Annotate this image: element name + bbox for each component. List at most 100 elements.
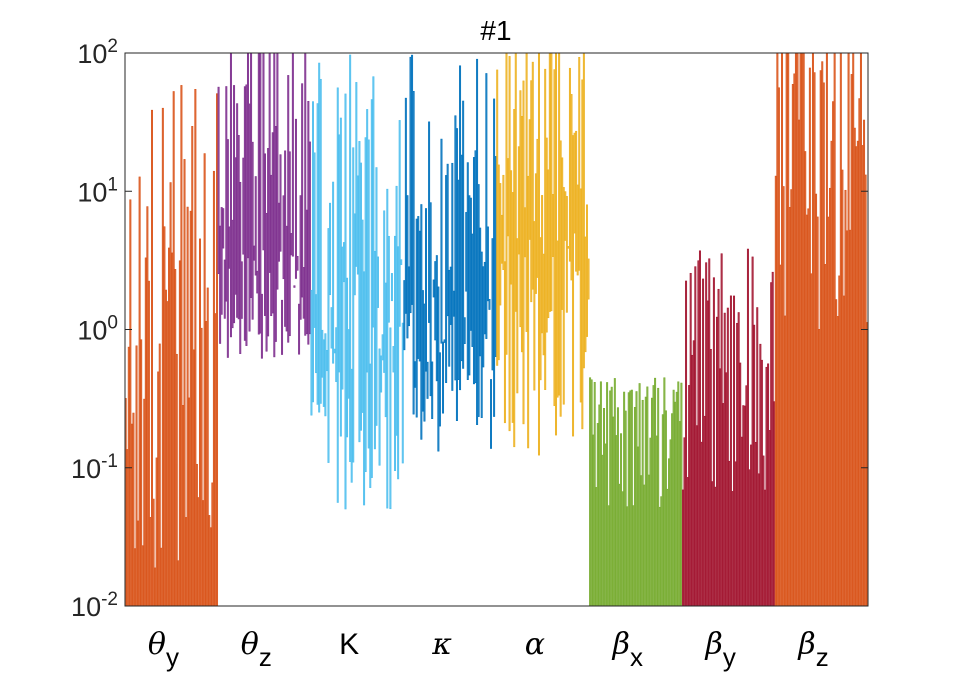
bar: [609, 390, 612, 607]
bar: [559, 140, 562, 417]
bar: [414, 361, 417, 388]
bar: [242, 157, 245, 255]
bar: [352, 147, 355, 463]
bar: [344, 93, 347, 510]
bar: [251, 141, 254, 320]
bar: [641, 399, 644, 607]
bar: [304, 52, 307, 336]
bar: [347, 329, 350, 399]
bar: [454, 115, 457, 381]
bar: [133, 548, 136, 607]
bar: [449, 266, 452, 325]
bar: [850, 74, 853, 607]
bar: [832, 101, 835, 607]
bar: [663, 377, 666, 607]
bar: [668, 458, 671, 607]
bar: [708, 258, 711, 607]
bar: [183, 159, 186, 607]
x-category-symbol: β: [797, 627, 815, 662]
y-tick-exponent: -1: [101, 451, 118, 472]
bar: [457, 179, 460, 381]
bar: [838, 275, 841, 607]
bar: [754, 441, 757, 607]
bar: [685, 280, 688, 607]
bar: [697, 260, 700, 607]
bar: [311, 101, 314, 403]
bar: [274, 126, 277, 342]
bar: [692, 340, 695, 607]
bar: [746, 248, 749, 607]
bar: [342, 242, 345, 283]
bar: [318, 62, 321, 413]
bar: [773, 401, 776, 607]
bar: [680, 382, 683, 607]
bar: [587, 258, 590, 300]
bar: [568, 67, 571, 262]
bar: [369, 363, 372, 488]
bar: [640, 475, 643, 607]
chart-title: #1: [480, 15, 511, 46]
bar: [573, 132, 576, 234]
bar: [624, 410, 627, 607]
bar: [195, 463, 198, 607]
bar: [745, 385, 748, 607]
bar: [231, 219, 234, 329]
bar: [398, 120, 401, 327]
bar: [336, 87, 339, 503]
bar: [383, 210, 386, 373]
bar: [768, 430, 771, 607]
bar: [474, 150, 477, 384]
bar: [243, 86, 246, 341]
bar: [335, 327, 338, 382]
bar: [260, 293, 263, 359]
bar: [819, 70, 822, 607]
bar: [175, 353, 178, 607]
bar: [262, 52, 265, 251]
bar: [742, 405, 745, 607]
bar: [223, 259, 226, 319]
bar: [813, 72, 816, 607]
bar: [842, 295, 845, 607]
bar: [234, 157, 237, 295]
bar: [178, 260, 181, 607]
bar: [479, 227, 482, 357]
bar: [212, 170, 215, 607]
y-tick-base: 10: [77, 39, 107, 69]
x-category-symbol: β: [612, 627, 630, 662]
bar: [217, 86, 220, 275]
bar: [575, 130, 578, 272]
bar: [759, 343, 762, 607]
bar: [836, 316, 839, 607]
bar: [381, 334, 384, 361]
bar: [794, 52, 797, 607]
bar: [361, 219, 364, 413]
bar: [765, 366, 768, 607]
x-category-subscript: x: [630, 642, 643, 672]
bar: [189, 210, 192, 607]
bar: [849, 229, 852, 607]
x-category-label: κ: [431, 627, 452, 662]
bar: [585, 204, 588, 337]
bar: [633, 407, 636, 607]
bar: [480, 251, 483, 418]
bar: [562, 187, 565, 405]
y-tick-label: 102: [77, 36, 118, 69]
bar: [833, 52, 836, 607]
bar: [524, 207, 527, 258]
bar: [469, 197, 472, 331]
bar: [445, 175, 448, 383]
bar: [496, 69, 499, 366]
y-tick-base: 10: [77, 177, 107, 207]
bar: [206, 287, 209, 607]
bar: [678, 421, 681, 607]
bar: [271, 132, 274, 314]
bar: [621, 491, 624, 607]
bar: [737, 312, 740, 607]
bar: [846, 230, 849, 607]
bar: [386, 188, 389, 509]
bar: [409, 56, 412, 314]
bar: [253, 245, 256, 261]
x-category-subscript: y: [723, 642, 736, 672]
bar: [835, 299, 838, 607]
